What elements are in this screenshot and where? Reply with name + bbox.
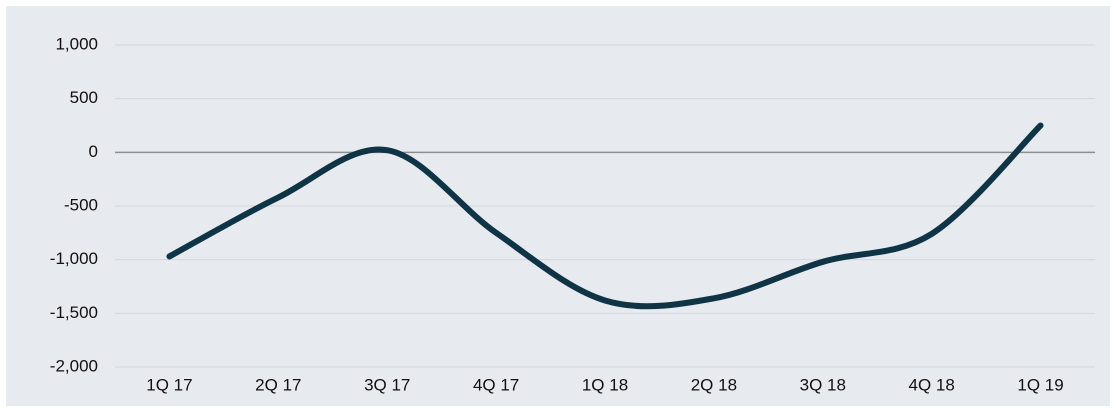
y-tick-label: 1,000 [55,34,98,53]
y-tick-label: -2,000 [50,356,98,375]
x-tick-label: 4Q 17 [473,375,519,394]
y-tick-label: -500 [64,195,98,214]
y-tick-label: 0 [89,142,98,161]
x-tick-label: 2Q 17 [255,375,301,394]
x-tick-label: 2Q 18 [691,375,737,394]
line [166,122,1044,310]
x-tick-label: 3Q 17 [364,375,410,394]
y-tick-label: -1,500 [50,303,98,322]
x-tick-label: 1Q 18 [582,375,628,394]
x-tick-label: 4Q 18 [909,375,955,394]
x-tick-label: 3Q 18 [800,375,846,394]
y-tick-label: -1,000 [50,249,98,268]
x-tick-label: 1Q 19 [1017,375,1063,394]
y-tick-label: 500 [70,88,98,107]
x-tick-label: 1Q 17 [146,375,192,394]
